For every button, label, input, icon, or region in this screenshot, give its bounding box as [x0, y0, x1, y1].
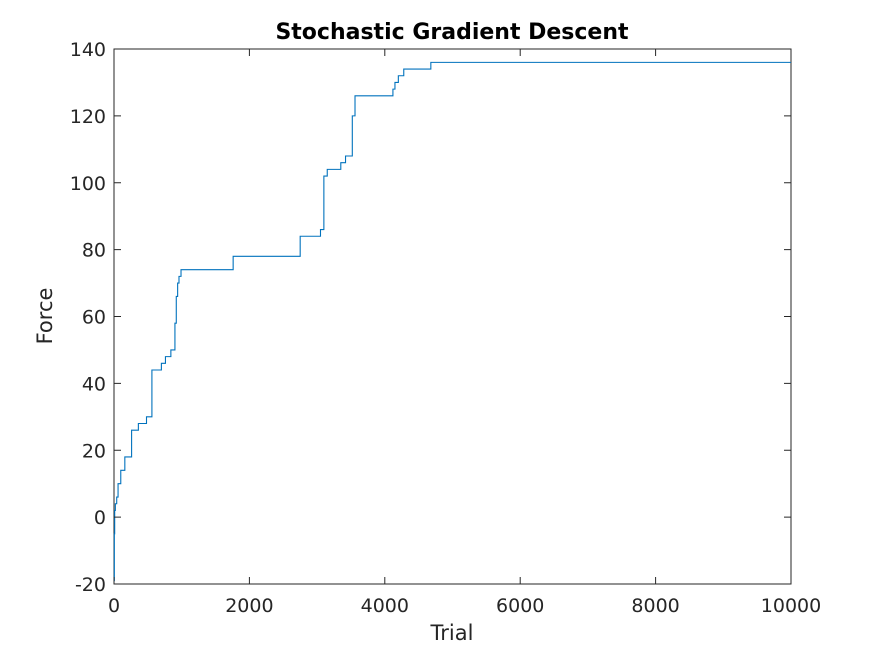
ticks-layer: 0 2000 4000 6000 8000 10000-20020406080100120… [70, 39, 821, 617]
y-tick-label: -20 [75, 574, 106, 596]
y-tick-label: 120 [70, 106, 106, 128]
y-tick-label: 40 [82, 373, 106, 395]
plot-area [113, 48, 792, 585]
y-axis-label: Force [33, 288, 57, 345]
y-tick-label: 140 [70, 39, 106, 61]
y-tick-label: 0 [94, 507, 106, 529]
x-tick-label: 6000 [496, 595, 544, 617]
y-tick-label: 80 [82, 240, 106, 262]
y-tick-label: 20 [82, 440, 106, 462]
x-axis-label: Trial [430, 621, 474, 645]
x-tick-label: 10000 [761, 595, 821, 617]
x-tick-label: 4000 [361, 595, 409, 617]
x-tick-label: 0 [108, 595, 120, 617]
series-layer [113, 61, 791, 582]
y-tick-label: 60 [82, 307, 106, 329]
chart-title: Stochastic Gradient Descent [275, 20, 629, 45]
y-tick-label: 100 [70, 173, 106, 195]
x-tick-label: 2000 [225, 595, 273, 617]
x-tick-label: 8000 [631, 595, 679, 617]
series-line [113, 61, 791, 582]
